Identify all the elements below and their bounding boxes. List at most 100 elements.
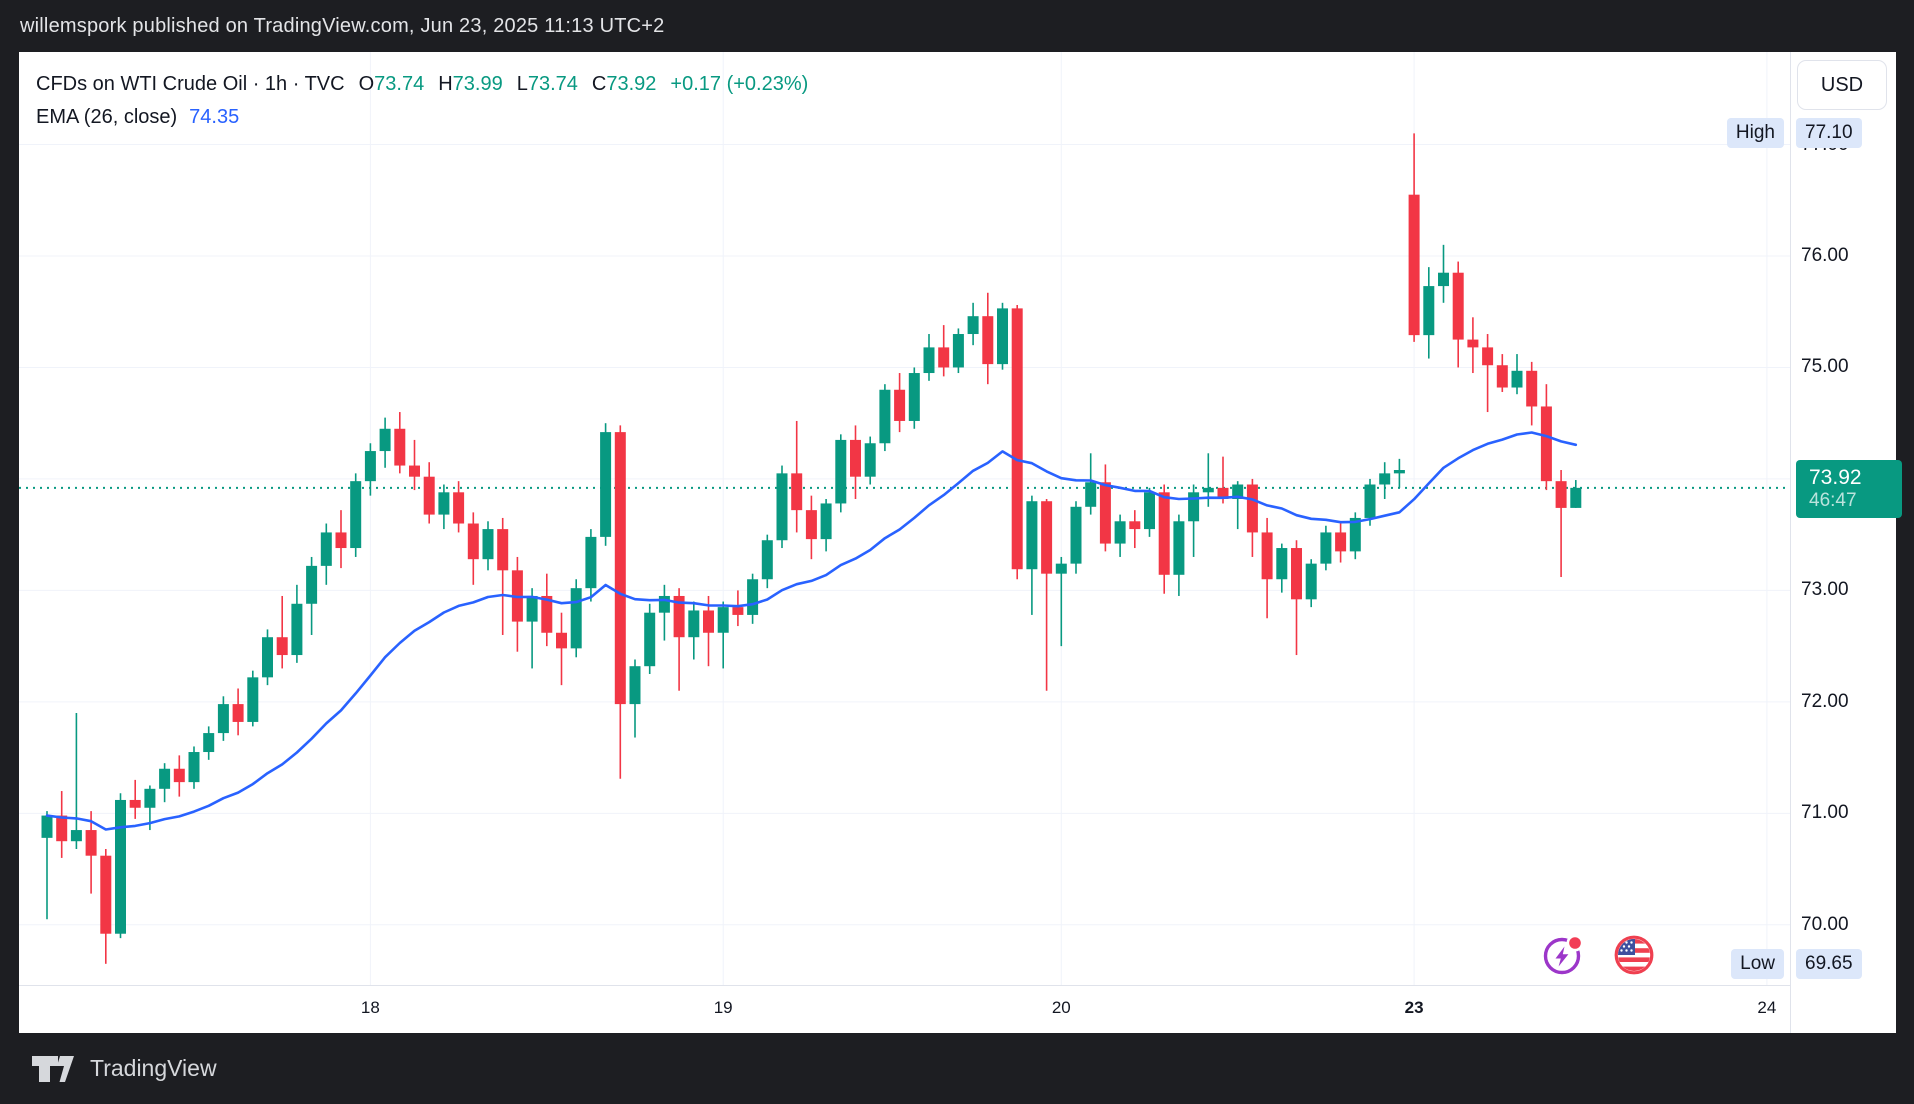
candle-body xyxy=(1158,492,1170,575)
candle-body xyxy=(364,451,376,482)
candle-body xyxy=(56,815,68,842)
current-price-badge: 73.92 46:47 xyxy=(1796,459,1902,518)
candle-body xyxy=(1188,492,1200,522)
candle-body xyxy=(159,768,171,789)
candle-body xyxy=(232,704,244,722)
candle-body xyxy=(673,595,685,638)
ohlc-letter: C xyxy=(591,73,607,95)
ohlc-value: 73.99 xyxy=(452,73,503,95)
candle-body xyxy=(1011,308,1023,570)
candle-body xyxy=(1144,492,1155,530)
time-tick-label: 20 xyxy=(1051,998,1071,1017)
candle-body xyxy=(350,481,362,549)
candle-body xyxy=(320,532,332,566)
candle-body xyxy=(1099,482,1111,544)
time-axis[interactable]: 18 19 20 23 24 xyxy=(19,985,1790,1034)
candle-body xyxy=(1320,532,1332,564)
candle-body xyxy=(761,540,773,580)
candle-body xyxy=(541,595,553,633)
candle-body xyxy=(614,432,626,705)
candle-body xyxy=(820,503,832,540)
bar-countdown: 46:47 xyxy=(1809,489,1857,511)
boost-button[interactable] xyxy=(1540,933,1584,977)
candle-body xyxy=(1555,481,1567,508)
ohlc-letter: H xyxy=(438,73,453,95)
legend-symbol-row[interactable]: CFDs on WTI Crude Oil · 1h · TVC O73.74 H7… xyxy=(36,68,808,101)
candle-body xyxy=(629,666,641,705)
candle-body xyxy=(1202,487,1214,493)
candle-body xyxy=(997,308,1008,365)
candle-body xyxy=(497,529,509,571)
candle-body xyxy=(982,316,994,365)
candle-body xyxy=(70,830,82,842)
candle-body xyxy=(188,752,200,783)
ema-line xyxy=(45,431,1578,831)
candle-body xyxy=(952,334,964,368)
candle-body xyxy=(644,612,656,667)
candle-body xyxy=(1305,563,1317,600)
price-axis[interactable]: USD 77.0076.0075.0073.0072.0071.0070.00 … xyxy=(1790,52,1902,1033)
candle-body xyxy=(1452,272,1464,340)
footer-bar: TradingView xyxy=(0,1033,1914,1104)
candle-body xyxy=(600,432,612,537)
candle-body xyxy=(923,347,935,374)
candle-body xyxy=(556,632,567,649)
candle-body xyxy=(453,492,465,524)
candle-body xyxy=(276,637,288,656)
ohlc-letter: O xyxy=(358,73,375,95)
candle-body xyxy=(1482,347,1494,366)
candle-body xyxy=(908,373,920,421)
candle-body xyxy=(703,610,714,633)
current-price: 73.92 xyxy=(1809,465,1862,489)
ema-label: EMA (26, close) xyxy=(36,106,178,128)
market-flag-button[interactable] xyxy=(1612,933,1656,977)
price-tick-label: 75.00 xyxy=(1801,356,1849,378)
high-value-chip: 77.10 xyxy=(1796,118,1862,149)
low-value-chip: 69.65 xyxy=(1796,948,1862,979)
candle-body xyxy=(879,389,891,444)
tradingview-logo-icon[interactable] xyxy=(30,1052,76,1086)
symbol-title: CFDs on WTI Crude Oil · 1h · TVC xyxy=(36,73,345,95)
candle-body xyxy=(658,595,670,613)
change-value: +0.17 (+0.23%) xyxy=(670,73,809,95)
candle-body xyxy=(1114,521,1126,544)
chart-plot[interactable]: CFDs on WTI Crude Oil · 1h · TVC O73.74 H7… xyxy=(19,52,1790,985)
candle-body xyxy=(335,532,347,549)
candle-body xyxy=(1570,487,1582,508)
candle-body xyxy=(938,347,950,368)
ohlc-values: O73.74 H73.99 L73.74 C73.92 xyxy=(345,73,657,95)
candle-body xyxy=(1085,482,1097,507)
time-tick-label: 24 xyxy=(1757,998,1777,1017)
candle-body xyxy=(129,799,141,808)
candle-body xyxy=(1526,370,1538,407)
low-value-text: 69.65 xyxy=(1805,952,1853,974)
ohlc-value: 73.74 xyxy=(374,73,425,95)
publish-bar: willemspork published on TradingView.com… xyxy=(0,0,1914,52)
high-label-chip: High xyxy=(1726,118,1784,149)
ema-value: 74.35 xyxy=(189,106,240,128)
candle-body xyxy=(1173,521,1185,575)
candle-body xyxy=(894,389,906,421)
candle-body xyxy=(805,510,817,540)
candle-body xyxy=(1246,484,1258,533)
currency-button[interactable]: USD xyxy=(1797,60,1887,110)
candle-body xyxy=(423,476,435,515)
time-tick-label: 18 xyxy=(360,998,380,1017)
publish-text: willemspork published on TradingView.com… xyxy=(20,14,665,37)
low-label-text: Low xyxy=(1740,952,1775,974)
candle-body xyxy=(526,595,538,622)
time-tick-label: 23 xyxy=(1404,998,1424,1017)
candlestick-canvas[interactable] xyxy=(19,52,1790,985)
candle-body xyxy=(467,523,479,560)
candle-body xyxy=(1379,473,1391,485)
candle-body xyxy=(1393,470,1405,474)
price-tick-label: 76.00 xyxy=(1801,244,1849,266)
legend-indicator-row[interactable]: EMA (26, close) 74.35 xyxy=(36,101,808,134)
brand-name[interactable]: TradingView xyxy=(90,1055,217,1081)
candle-body xyxy=(747,579,759,615)
candle-body xyxy=(1232,484,1244,499)
candle-body xyxy=(409,465,420,477)
high-label-text: High xyxy=(1735,122,1775,144)
us-flag-icon xyxy=(1614,935,1654,975)
